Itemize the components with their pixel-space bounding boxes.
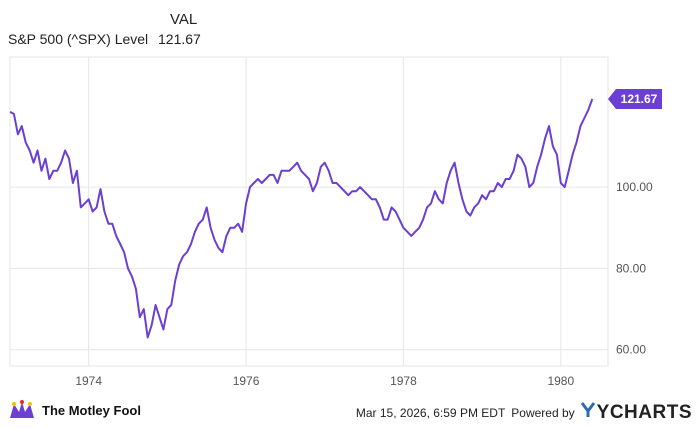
legend-series-value: 121.67 bbox=[158, 31, 201, 47]
legend-series-name: S&P 500 (^SPX) Level bbox=[8, 31, 149, 47]
series-line bbox=[9, 98, 594, 339]
timestamp: Mar 15, 2026, 6:59 PM EDT bbox=[355, 406, 506, 420]
brand-logo: The Motley Fool bbox=[8, 400, 141, 420]
x-tick-label: 1974 bbox=[75, 374, 102, 388]
ycharts-y-icon bbox=[580, 402, 595, 424]
last-value-label: 121.67 bbox=[621, 92, 658, 106]
powered-by-text: Powered by bbox=[511, 406, 575, 420]
y-tick-label: 100.00 bbox=[616, 180, 653, 194]
legend-header: VAL bbox=[170, 11, 198, 28]
plot-frame bbox=[9, 56, 609, 367]
provider-logo[interactable]: YCHARTS bbox=[580, 402, 692, 424]
y-tick-label: 60.00 bbox=[616, 343, 646, 357]
y-tick-label: 80.00 bbox=[616, 261, 646, 275]
attribution: Mar 15, 2026, 6:59 PM EDT Powered by YCH… bbox=[356, 402, 692, 424]
last-value-badge bbox=[608, 88, 662, 109]
provider-name: YCHARTS bbox=[596, 402, 692, 423]
jester-hat-icon bbox=[10, 400, 34, 418]
brand-name: The Motley Fool bbox=[42, 402, 141, 418]
x-tick-label: 1980 bbox=[547, 374, 574, 388]
x-tick-label: 1978 bbox=[390, 374, 417, 388]
x-tick-label: 1976 bbox=[233, 374, 260, 388]
